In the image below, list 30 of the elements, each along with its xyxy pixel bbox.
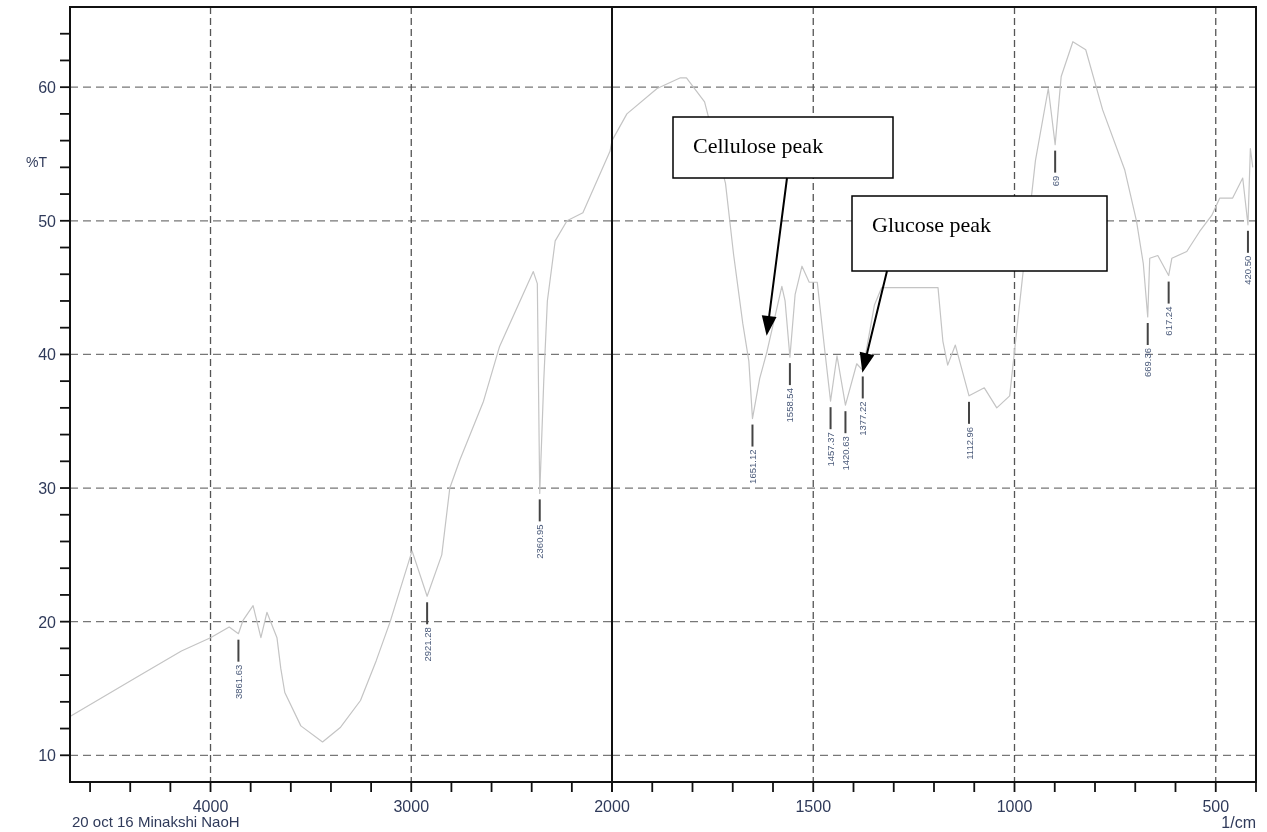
annotation: Glucose peak [872, 212, 992, 237]
annotation: 1112.96 [963, 426, 975, 460]
annotation: 669.36 [1142, 348, 1154, 378]
y-tick-label: 60 [38, 79, 57, 97]
x-tick-label: 2000 [594, 798, 630, 815]
x-tick-label: 1000 [996, 798, 1033, 815]
y-tick-label: 30 [38, 480, 57, 498]
annotation: 1377.22 [857, 401, 869, 436]
x-tick-label: 1500 [795, 798, 832, 815]
annotation: 420.50 [1242, 255, 1254, 285]
x-tick-label: 3000 [393, 798, 430, 815]
y-tick-label: 40 [38, 346, 57, 364]
annotation: 69 [1049, 175, 1061, 187]
annotation: 2921.28 [421, 627, 433, 662]
annotation: Cellulose peak [693, 133, 824, 158]
x-tick-label: 4000 [192, 798, 229, 815]
annotation: 1558.54 [784, 388, 796, 423]
annotation: 617.24 [1163, 306, 1175, 336]
y-tick-label: 10 [38, 747, 57, 765]
x-tick-label: 500 [1202, 798, 1230, 815]
annotation: 2360.95 [534, 524, 546, 559]
x-axis-title: 1/cm [1221, 814, 1256, 831]
y-axis-title: %T [26, 154, 48, 170]
annotation: 3861.63 [232, 664, 244, 700]
annotation: 1420.63 [839, 436, 851, 471]
annotation: 1651.12 [746, 449, 758, 484]
y-tick-label: 20 [38, 613, 57, 631]
text: 20 oct 16 Minakshi NaoH [72, 813, 240, 830]
y-tick-label: 50 [38, 212, 57, 230]
annotation: 1457.37 [825, 432, 837, 467]
